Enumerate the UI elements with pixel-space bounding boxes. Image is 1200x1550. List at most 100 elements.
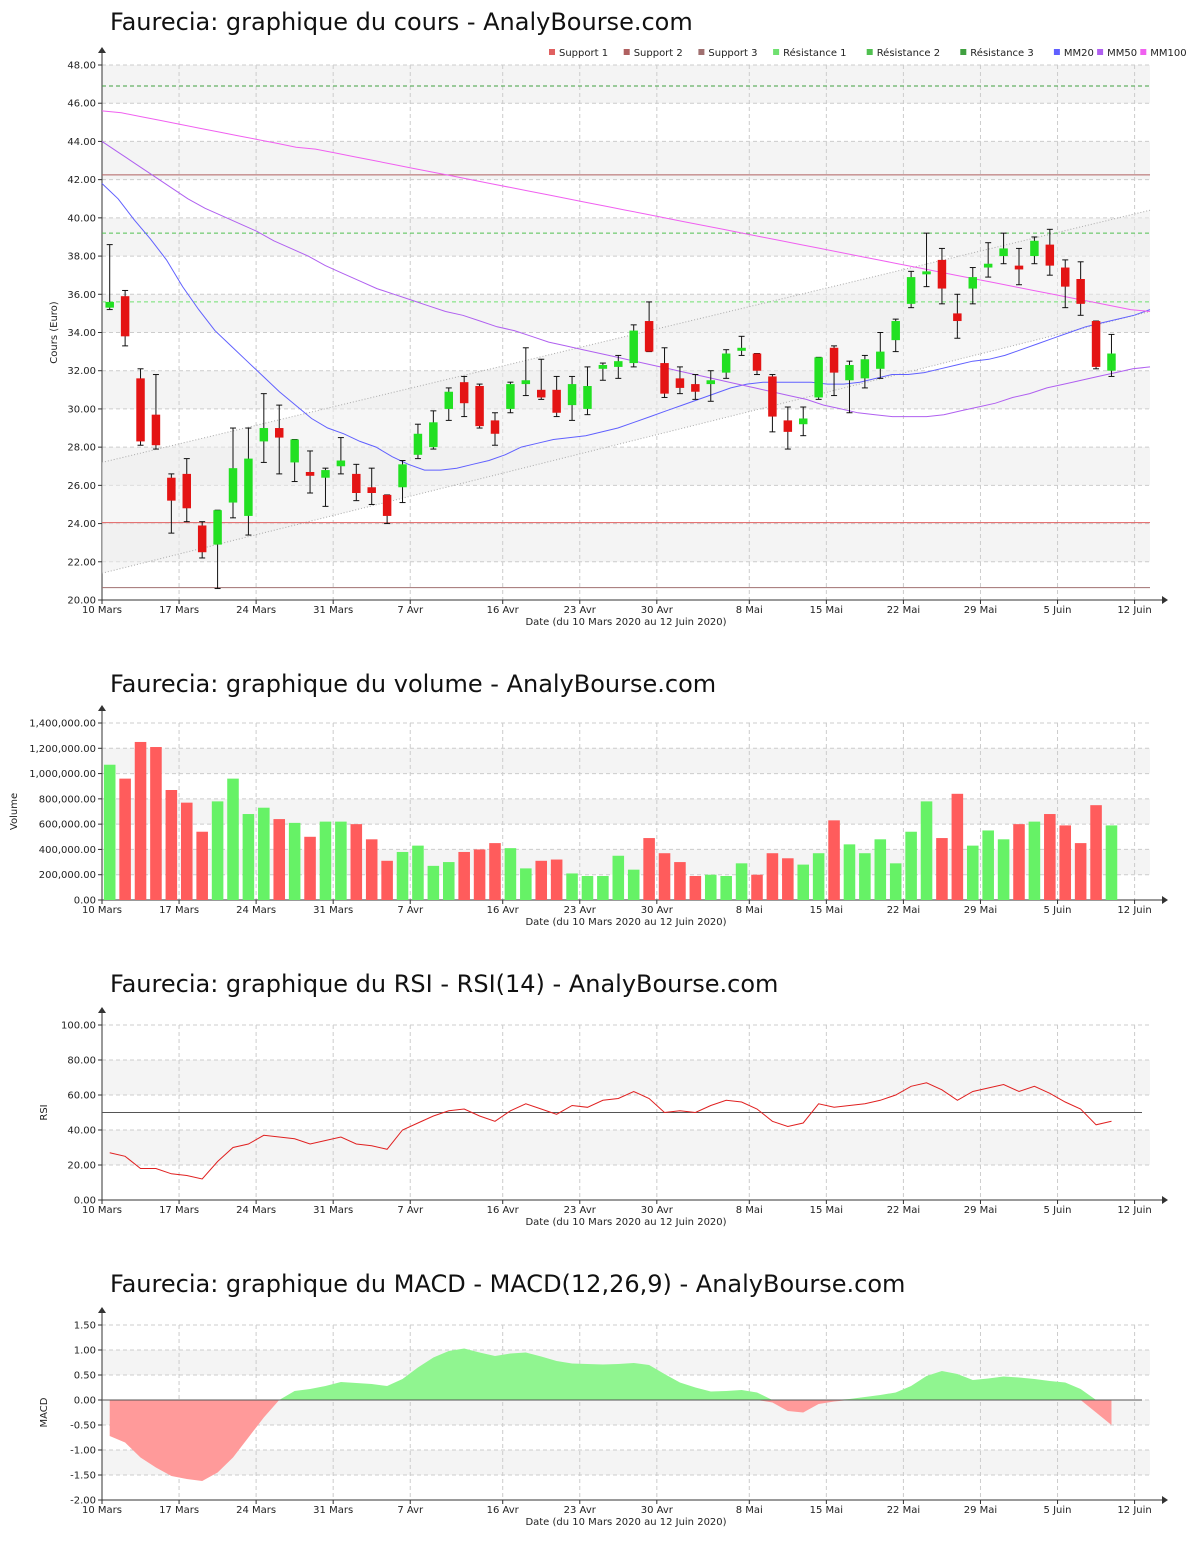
volume-bar (812, 853, 825, 900)
candle-body (906, 277, 916, 304)
candle-body (521, 380, 531, 385)
y-tick-label: 80.00 (67, 1056, 96, 1067)
y-tick-label: 38.00 (67, 252, 96, 263)
ma-line-mm20 (101, 183, 1151, 471)
candle-body (151, 414, 161, 446)
y-tick-label: 1,400,000.00 (29, 719, 96, 730)
candle-body (475, 386, 484, 427)
x-tick-label: 17 Mars (159, 605, 199, 616)
candle-body (691, 384, 700, 392)
volume-bar (936, 838, 948, 900)
candle-body (413, 433, 423, 455)
x-tick-label: 5 Juin (1044, 905, 1072, 916)
volume-bar (982, 830, 994, 900)
x-tick-label: 10 Mars (82, 1205, 122, 1216)
volume-bar (258, 807, 270, 900)
x-tick-label: 15 Mai (810, 1205, 843, 1216)
candle-body (1045, 244, 1055, 266)
x-tick-label: 5 Juin (1044, 605, 1072, 616)
y-tick-label: 22.00 (67, 557, 96, 568)
y-axis-arrow (98, 1307, 106, 1313)
x-axis-arrow (1162, 896, 1168, 904)
volume-bar (674, 862, 686, 900)
y-tick-label: 0.00 (74, 1396, 96, 1407)
trend-channel (102, 210, 1150, 574)
volume-bar (119, 778, 131, 900)
candle-body (937, 259, 947, 289)
candle-body (567, 384, 577, 406)
legend-label: MM20 (1064, 48, 1094, 59)
y-axis-arrow (98, 705, 106, 711)
x-tick-label: 15 Mai (810, 605, 843, 616)
volume-bar (1028, 821, 1041, 900)
y-tick-label: 20.00 (67, 596, 96, 607)
volume-bar (396, 851, 409, 900)
legend-label: Support 2 (634, 48, 683, 59)
y-tick-label: 40.00 (67, 213, 96, 224)
x-tick-label: 15 Mai (810, 905, 843, 916)
y-tick-label: 800,000.00 (39, 794, 96, 805)
candle-body (244, 458, 253, 516)
candle-body (1076, 279, 1085, 304)
plot-band (102, 1400, 1150, 1425)
y-tick-label: 200,000.00 (39, 870, 96, 881)
y-tick-label: 100.00 (61, 1021, 96, 1032)
volume-bar (304, 836, 316, 900)
volume-bar (689, 875, 702, 900)
volume-bar (766, 853, 779, 900)
volume-bar (489, 843, 501, 900)
y-tick-label: 60.00 (67, 1091, 96, 1102)
legend-swatch (698, 49, 705, 55)
volume-bar (1074, 843, 1087, 900)
candle-body (876, 351, 885, 369)
y-axis-label: Cours (Euro) (49, 301, 60, 364)
y-tick-label: -2.00 (70, 1496, 96, 1507)
volume-bar (1105, 825, 1118, 900)
volume-bar (735, 863, 748, 900)
candle-body (259, 428, 269, 442)
candle-body (706, 380, 716, 385)
x-axis-arrow (1162, 1496, 1168, 1504)
plot-band (102, 1450, 1150, 1475)
legend-swatch (549, 49, 555, 55)
y-tick-label: 30.00 (67, 404, 96, 415)
candle-body (968, 277, 978, 289)
x-tick-label: 16 Avr (487, 905, 520, 916)
volume-bar (720, 875, 732, 900)
candle-body (983, 263, 993, 268)
y-tick-label: 0.50 (74, 1371, 96, 1382)
x-tick-label: 8 Mai (736, 605, 763, 616)
legend-swatch (773, 49, 780, 55)
rsi-line (109, 1082, 1112, 1180)
legend-swatch (866, 49, 873, 55)
volume-bar (920, 801, 933, 900)
y-axis-label: RSI (39, 1104, 50, 1120)
y-axis-label: MACD (39, 1397, 50, 1427)
candle-body (614, 361, 623, 367)
candle-body (798, 418, 808, 425)
volume-bar (180, 802, 193, 900)
volume-bar (612, 855, 625, 900)
x-tick-label: 12 Juin (1117, 1205, 1151, 1216)
volume-bar (458, 851, 470, 900)
x-tick-label: 10 Mars (82, 905, 122, 916)
legend-swatch (960, 49, 967, 55)
macd-chart: -2.00 -1.50 -1.00 -0.50 0.00 0.50 1.00 1.50 10 M… (39, 1307, 1168, 1528)
y-tick-label: 40.00 (67, 1126, 96, 1137)
volume-bar (797, 864, 810, 900)
y-axis-arrow (98, 1007, 106, 1013)
candle-body (845, 364, 854, 381)
x-tick-label: 30 Avr (641, 605, 674, 616)
y-tick-label: 46.00 (67, 99, 96, 110)
candle-body (675, 378, 685, 388)
legend-swatch (623, 49, 630, 55)
volume-bar (905, 831, 917, 900)
plot-band (102, 217, 1150, 257)
x-tick-label: 30 Avr (641, 1205, 674, 1216)
x-tick-label: 22 Mai (887, 1505, 920, 1516)
x-axis-label: Date (du 10 Mars 2020 au 12 Juin 2020) (525, 917, 726, 928)
candle-body (999, 248, 1008, 257)
x-tick-label: 8 Mai (736, 1505, 763, 1516)
volume-bar (196, 831, 208, 900)
volume-bar (520, 868, 532, 900)
